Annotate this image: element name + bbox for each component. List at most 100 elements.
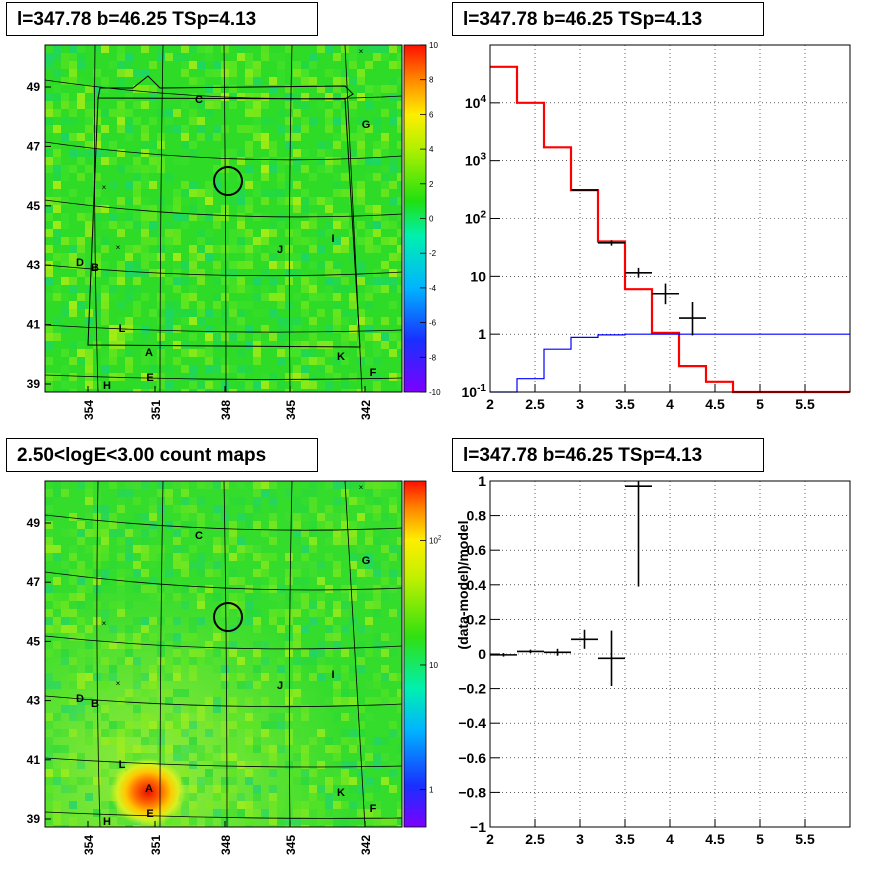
map-pixel [85, 229, 93, 237]
map-pixel [357, 761, 365, 769]
map-pixel [365, 713, 373, 721]
map-pixel [237, 705, 245, 713]
map-pixel [237, 497, 245, 505]
map-pixel [173, 561, 181, 569]
map-pixel [309, 497, 317, 505]
source-marker-cross: × [102, 619, 107, 628]
map-pixel [133, 85, 141, 93]
map-pixel [245, 261, 253, 269]
map-pixel [205, 245, 213, 253]
map-pixel [109, 721, 117, 729]
map-pixel [245, 713, 253, 721]
map-pixel [237, 245, 245, 253]
map-pixel [269, 825, 277, 827]
map-pixel [261, 237, 269, 245]
map-pixel [101, 221, 109, 229]
map-pixel [293, 133, 301, 141]
map-pixel [253, 569, 261, 577]
map-pixel [133, 157, 141, 165]
map-pixel [101, 705, 109, 713]
map-pixel [93, 205, 101, 213]
map-pixel [269, 753, 277, 761]
colorbar-tick-label: 2 [429, 180, 434, 189]
map-pixel [173, 109, 181, 117]
map-pixel [189, 721, 197, 729]
map-pixel [189, 793, 197, 801]
map-pixel [165, 205, 173, 213]
map-pixel [125, 649, 133, 657]
map-pixel [373, 333, 381, 341]
map-pixel [373, 649, 381, 657]
map-pixel [141, 553, 149, 561]
map-pixel [317, 801, 325, 809]
map-pixel [101, 301, 109, 309]
x-tick-label: 2.5 [525, 831, 545, 847]
map-pixel [293, 753, 301, 761]
y-tick-label: 0.4 [467, 577, 487, 593]
map-pixel [357, 77, 365, 85]
map-pixel [341, 593, 349, 601]
map-pixel [221, 373, 229, 381]
map-pixel [349, 373, 357, 381]
map-pixel [333, 213, 341, 221]
map-pixel [125, 689, 133, 697]
map-pixel [101, 505, 109, 513]
map-pixel [373, 157, 381, 165]
map-pixel [341, 277, 349, 285]
map-pixel [293, 689, 301, 697]
map-pixel [381, 133, 389, 141]
map-pixel [357, 221, 365, 229]
map-pixel [253, 625, 261, 633]
map-pixel [237, 809, 245, 817]
map-pixel [133, 245, 141, 253]
map-pixel [77, 245, 85, 253]
map-pixel [109, 513, 117, 521]
map-pixel [397, 125, 402, 133]
map-pixel [365, 481, 373, 489]
map-pixel [205, 325, 213, 333]
map-pixel [253, 721, 261, 729]
map-pixel [53, 553, 61, 561]
map-pixel [269, 745, 277, 753]
map-pixel [45, 649, 53, 657]
map-pixel [165, 497, 173, 505]
map-pixel [61, 277, 69, 285]
map-pixel [197, 713, 205, 721]
map-pixel [253, 809, 261, 817]
map-pixel [45, 277, 53, 285]
y-tick-label: 0.6 [467, 542, 487, 558]
map-pixel [149, 149, 157, 157]
map-pixel [373, 513, 381, 521]
map-pixel [277, 601, 285, 609]
map-pixel [173, 521, 181, 529]
source-label-a: A [145, 783, 153, 795]
map-pixel [77, 593, 85, 601]
map-pixel [261, 173, 269, 181]
map-pixel [381, 109, 389, 117]
map-pixel [389, 497, 397, 505]
map-pixel [181, 601, 189, 609]
map-pixel [365, 793, 373, 801]
map-pixel [133, 69, 141, 77]
map-pixel [341, 761, 349, 769]
map-pixel [293, 577, 301, 585]
map-pixel [333, 513, 341, 521]
map-pixel [197, 253, 205, 261]
roi-circle [213, 166, 243, 196]
map-pixel [293, 609, 301, 617]
map-pixel [45, 373, 53, 381]
map-pixel [189, 665, 197, 673]
map-pixel [85, 569, 93, 577]
map-pixel [301, 553, 309, 561]
x-tick-label: 345 [284, 400, 298, 420]
map-pixel [101, 365, 109, 373]
map-pixel [77, 673, 85, 681]
map-pixel [309, 481, 317, 489]
map-pixel [333, 497, 341, 505]
map-pixel [197, 601, 205, 609]
map-pixel [293, 389, 301, 392]
map-pixel [53, 221, 61, 229]
map-pixel [157, 497, 165, 505]
map-pixel [117, 261, 125, 269]
map-pixel [149, 253, 157, 261]
